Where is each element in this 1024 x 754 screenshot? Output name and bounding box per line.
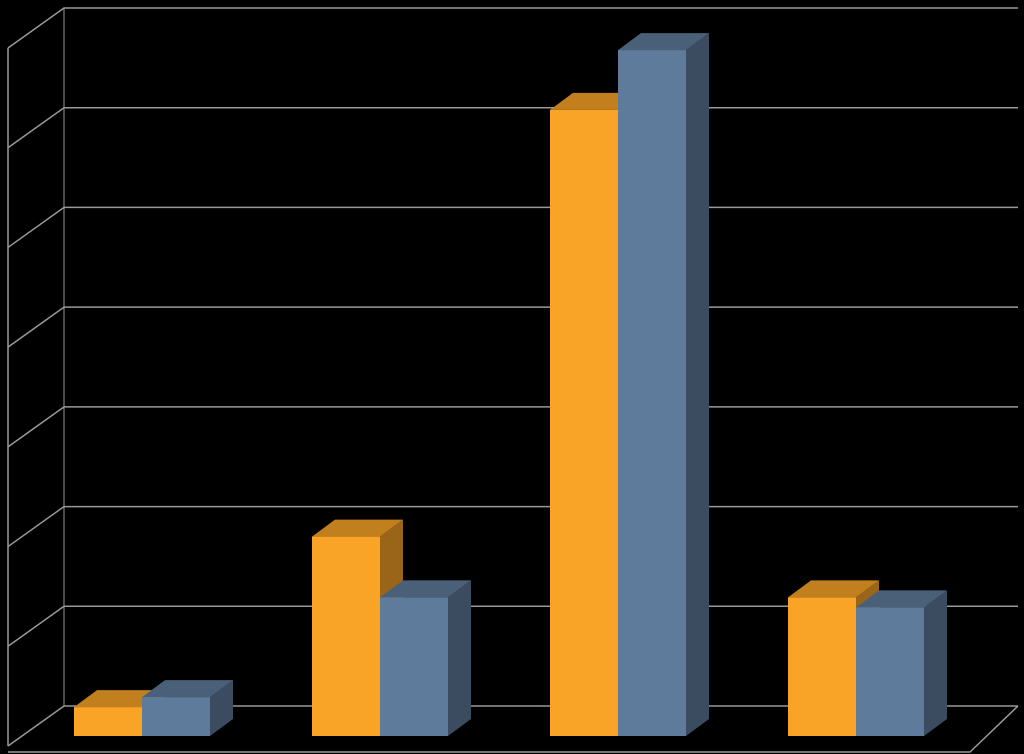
- bar-side: [448, 580, 471, 736]
- bar-top: [142, 680, 233, 698]
- bar: [788, 597, 856, 736]
- bar: [74, 707, 142, 736]
- floor-edge: [8, 705, 1019, 753]
- bar: [142, 697, 210, 736]
- bar-top: [618, 33, 709, 51]
- bar-top: [856, 590, 947, 608]
- bar: [550, 109, 618, 736]
- bar-side: [210, 680, 233, 736]
- bar: [312, 536, 380, 736]
- bar-side: [686, 33, 709, 736]
- bar-top: [788, 580, 879, 598]
- grid-line: [7, 7, 1018, 49]
- bar-side: [924, 590, 947, 736]
- bar-top: [312, 519, 403, 537]
- bar: [856, 607, 924, 736]
- bar: [618, 50, 686, 736]
- bar: [380, 597, 448, 736]
- bar-top: [380, 580, 471, 598]
